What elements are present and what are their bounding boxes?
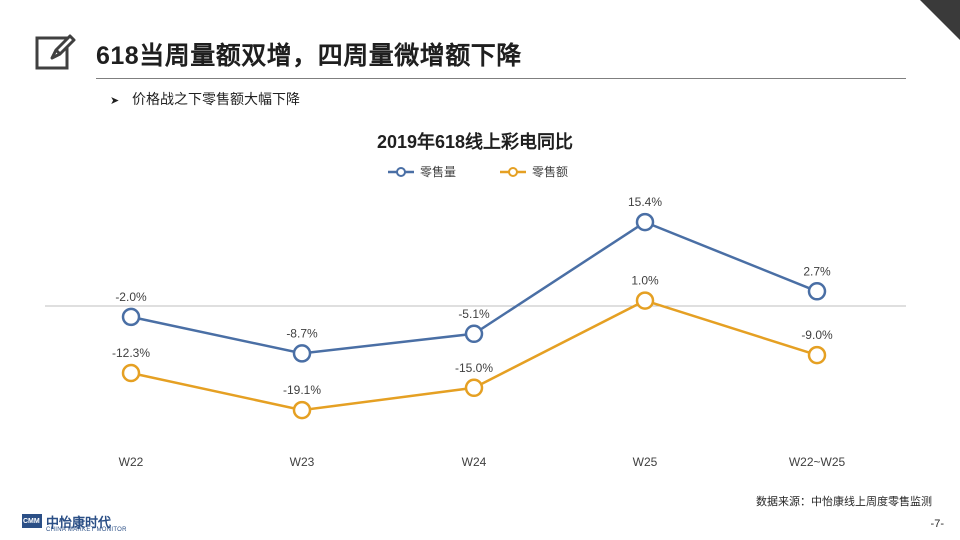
data-point-0-2 <box>464 324 484 344</box>
legend-label-1: 零售额 <box>532 164 568 179</box>
legend-label-0: 零售量 <box>420 164 456 179</box>
corner-decoration <box>920 0 960 40</box>
page-title: 618当周量额双增，四周量微增额下降 <box>96 42 522 70</box>
data-point-1-1 <box>292 400 312 420</box>
series-layer: -2.0% -8.7% -5.1% 15.4% 2.7% -12.3% -19.1% -15.… <box>112 195 833 420</box>
data-point-1-2 <box>464 378 484 398</box>
legend-marker-1 <box>508 167 518 177</box>
data-label-0-4: 2.7% <box>803 264 831 278</box>
x-tick-label-1: W23 <box>290 455 315 469</box>
logo-name: 中怡康时代 <box>46 515 112 530</box>
x-tick-label-0: W22 <box>119 455 144 469</box>
logo-subtitle: CHINA MARKET MONITOR <box>46 527 127 533</box>
legend-marker-0 <box>396 167 406 177</box>
logo-badge: CMM <box>22 514 42 528</box>
data-point-0-0 <box>121 307 141 327</box>
data-point-1-0 <box>121 363 141 383</box>
data-point-1-4 <box>807 345 827 365</box>
x-tick-label-3: W25 <box>633 455 658 469</box>
data-label-1-3: 1.0% <box>631 274 659 288</box>
x-tick-label-2: W24 <box>462 455 487 469</box>
data-point-0-1 <box>292 344 312 363</box>
data-label-1-0: -12.3% <box>112 346 150 360</box>
page-number: -7- <box>930 518 944 530</box>
data-point-0-3 <box>635 212 655 232</box>
arrow-bullet-icon: ➤ <box>110 95 120 107</box>
chart-legend: 零售量 零售额 <box>388 164 568 179</box>
data-label-0-0: -2.0% <box>115 290 147 304</box>
data-source-note: 数据来源：中怡康线上周度零售监测 <box>756 496 932 508</box>
edit-icon <box>35 34 76 70</box>
chart-title: 2019年618线上彩电同比 <box>377 131 573 152</box>
data-point-0-4 <box>807 282 827 301</box>
data-label-1-4: -9.0% <box>801 328 833 342</box>
data-label-0-3: 15.4% <box>628 195 662 209</box>
data-label-0-2: -5.1% <box>458 307 490 321</box>
bullet-text: 价格战之下零售额大幅下降 <box>132 91 300 107</box>
x-tick-label-4: W22~W25 <box>789 455 846 469</box>
company-logo: CMM 中怡康时代 CHINA MARKET MONITOR <box>22 512 192 536</box>
data-point-1-3 <box>635 291 655 310</box>
title-divider <box>96 78 906 79</box>
data-label-1-2: -15.0% <box>455 361 493 375</box>
data-label-0-1: -8.7% <box>286 326 318 340</box>
data-label-1-1: -19.1% <box>283 383 321 397</box>
bullet-point: ➤ 价格战之下零售额大幅下降 <box>110 89 300 109</box>
x-axis-labels: W22 W23 W24 W25 W22~W25 <box>119 455 846 469</box>
